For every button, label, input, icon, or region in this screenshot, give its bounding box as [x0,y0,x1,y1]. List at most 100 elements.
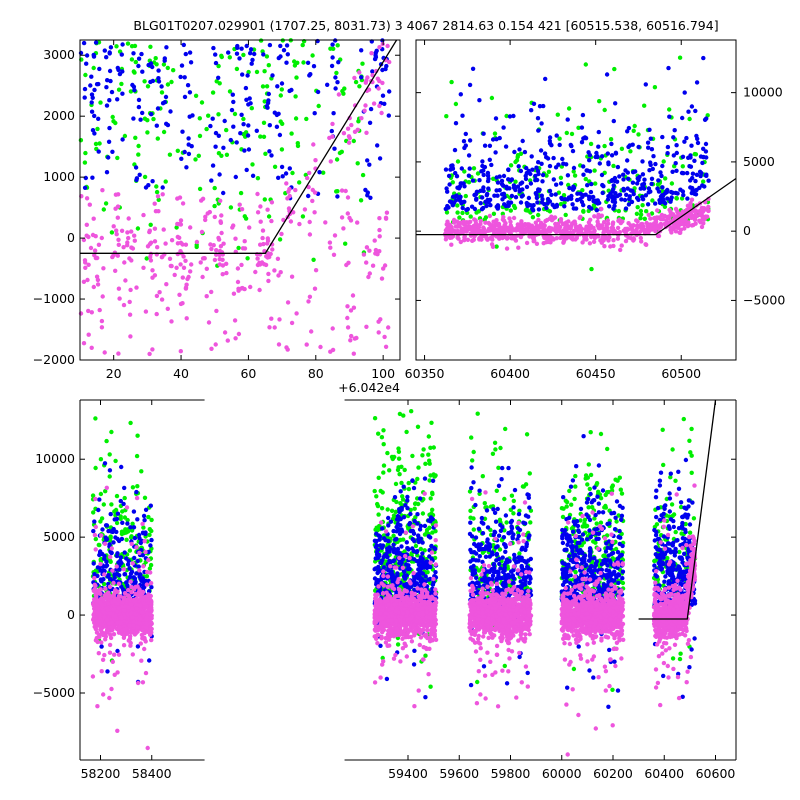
data-point [146,597,151,602]
data-point [116,237,121,242]
data-point [385,643,390,648]
data-point [182,94,188,100]
data-point [550,202,555,207]
data-point [685,203,691,208]
data-point [349,122,354,128]
data-point [272,325,277,330]
data-point [509,235,514,241]
data-point [300,214,306,219]
data-point [164,45,169,50]
data-point [99,325,105,330]
data-point [450,180,455,185]
data-point [377,216,382,221]
data-point [611,163,616,169]
data-point [639,239,644,244]
data-point [490,137,496,142]
data-point [529,231,534,237]
data-point [674,195,679,201]
data-point [102,350,107,355]
data-point [395,546,401,552]
data-point [353,79,359,85]
data-point [411,662,417,667]
data-point [239,207,245,212]
data-point [452,147,458,153]
data-point [585,168,590,173]
data-point [603,227,608,232]
data-point [612,203,617,209]
data-point [453,198,459,203]
data-point [660,163,665,169]
data-point [615,225,621,231]
data-point [635,219,640,224]
data-point [429,420,434,425]
data-point [232,111,238,117]
data-point [418,496,423,501]
data-point [209,289,214,295]
data-point [155,245,160,250]
data-point [331,111,336,116]
data-point [106,139,112,144]
data-point [91,216,96,221]
data-point [502,194,507,200]
data-point [524,240,530,246]
data-point [125,562,131,567]
data-point [652,85,658,90]
data-point [655,208,660,213]
data-point [156,197,161,202]
data-point [619,146,625,151]
x-tick-label: 60500 [661,366,701,381]
data-point [284,181,289,186]
data-point [109,429,114,435]
data-point [105,669,110,674]
data-point [650,166,655,172]
data-point [649,147,655,152]
y-tick-label: 1000 [43,169,75,184]
data-point [403,553,408,559]
data-point [84,53,90,58]
data-point [147,351,152,357]
data-point [360,61,365,66]
data-point [377,534,383,539]
data-point [640,203,645,208]
data-point [518,181,523,186]
data-point [493,150,498,155]
data-point [596,129,601,135]
data-point [91,65,96,71]
data-point [149,112,154,117]
data-point [690,171,696,176]
data-point [232,318,238,323]
data-point [393,537,398,542]
data-point [261,262,267,267]
x-tick-label: 60400 [490,366,530,381]
data-point [698,212,703,218]
data-point [137,572,142,577]
data-point [359,116,364,121]
data-point [178,262,183,267]
data-point [104,85,109,90]
data-point [290,170,295,176]
data-point [203,214,208,219]
x-tick-label: 40 [173,366,189,381]
data-point [100,527,105,532]
data-point [115,155,120,161]
data-point [248,51,253,56]
data-point [638,225,643,230]
data-point [149,537,154,543]
data-point [569,193,574,199]
data-point [206,113,211,118]
data-point [262,69,267,74]
data-point [148,61,154,66]
data-point [645,140,651,145]
data-point [385,450,390,456]
data-point [593,181,598,186]
data-point [703,173,708,178]
data-point [106,155,111,160]
data-point [145,118,150,123]
data-point [312,111,317,116]
data-point [124,631,130,636]
data-point [385,507,390,512]
data-point [121,643,127,648]
data-point [125,243,130,248]
data-point [265,241,270,246]
data-point [596,221,601,227]
